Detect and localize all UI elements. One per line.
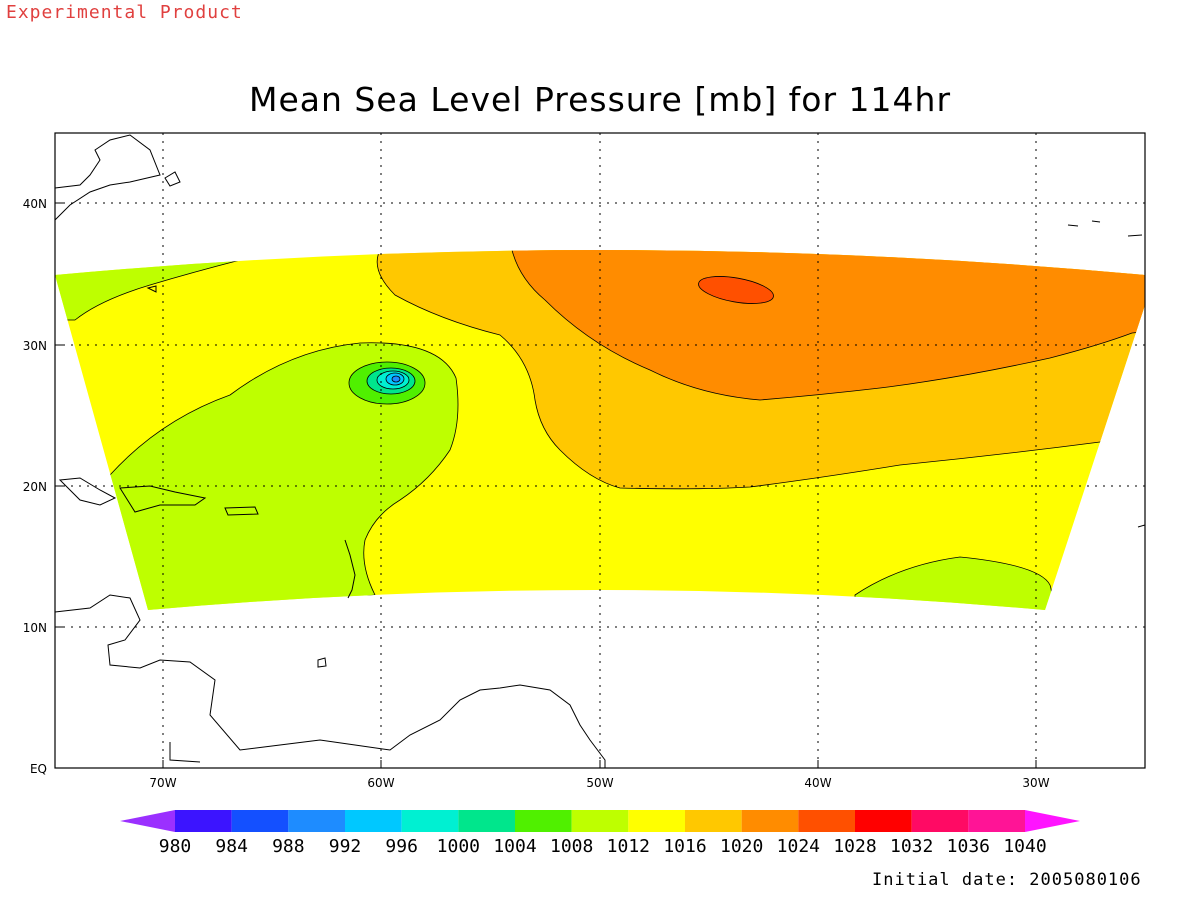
south-america-coast — [54, 594, 606, 768]
colorbar-level-label: 1036 — [947, 836, 990, 857]
colorbar-swatch — [401, 810, 459, 832]
y-tick-label: 10N — [23, 621, 47, 635]
colorbar-level-label: 984 — [215, 836, 248, 857]
colorbar-level-label: 1020 — [720, 836, 763, 857]
colorbar-level-label: 988 — [272, 836, 305, 857]
level-988-992-fill — [391, 375, 401, 383]
colorbar-level-label: 996 — [385, 836, 418, 857]
x-tick-labels: 70W 60W 50W 40W 30W — [149, 776, 1049, 790]
venezuela-inlet — [169, 742, 201, 763]
colorbar: 980 984 988 992 996 1000 1004 1008 1012 1016 1020 1… — [120, 810, 1080, 857]
colorbar-level-label: 1004 — [493, 836, 536, 857]
colorbar-level-label: 1008 — [550, 836, 593, 857]
pressure-field — [55, 250, 1145, 610]
nova-scotia-coast — [164, 171, 181, 187]
gridlines — [55, 133, 1145, 768]
level-1024-1028-fill — [698, 276, 774, 304]
colorbar-level-label: 1024 — [777, 836, 820, 857]
x-tick-label: 40W — [804, 776, 831, 790]
colorbar-swatch — [628, 810, 685, 832]
colorbar-level-label: 1012 — [607, 836, 650, 857]
y-tick-labels: EQ 10N 20N 30N 40N — [23, 197, 47, 776]
colorbar-swatch — [231, 810, 289, 832]
y-tick-label: 40N — [23, 197, 47, 211]
colorbar-level-label: 980 — [159, 836, 192, 857]
level-1020-1024-fill — [509, 250, 1145, 401]
cuba-coast — [58, 477, 117, 506]
y-tick-label: EQ — [30, 762, 47, 776]
colorbar-swatch — [458, 810, 515, 832]
colorbar-swatch — [968, 810, 1025, 832]
coastlines — [54, 134, 606, 768]
colorbar-swatch — [685, 810, 742, 832]
x-tick-label: 50W — [586, 776, 613, 790]
north-america-coast — [54, 134, 161, 221]
axis-ticks — [55, 202, 1037, 768]
colorbar-swatch — [571, 810, 629, 832]
colorbar-right-arrow — [1025, 810, 1080, 832]
colorbar-swatch — [911, 810, 969, 832]
x-tick-label: 60W — [367, 776, 394, 790]
lesser-antilles — [344, 539, 356, 599]
initial-date-label: Initial date: 2005080106 — [872, 870, 1142, 890]
colorbar-swatch — [515, 810, 572, 832]
bermuda — [146, 285, 157, 293]
colorbar-swatch — [345, 810, 402, 832]
colorbar-swatch — [175, 810, 232, 832]
colorbar-level-label: 1032 — [890, 836, 933, 857]
level-1008-1012-west-fill — [109, 342, 459, 610]
colorbar-level-label: 1016 — [663, 836, 706, 857]
small-islands — [1067, 220, 1146, 528]
experimental-product-label: Experimental Product — [6, 2, 243, 23]
hispaniola-coast — [119, 485, 207, 513]
colorbar-swatch — [855, 810, 912, 832]
colorbar-swatch — [741, 810, 799, 832]
y-tick-label: 30N — [23, 339, 47, 353]
colorbar-level-label: 1000 — [437, 836, 480, 857]
x-tick-label: 30W — [1022, 776, 1049, 790]
x-tick-label: 70W — [149, 776, 176, 790]
y-tick-label: 20N — [23, 480, 47, 494]
colorbar-swatch — [288, 810, 345, 832]
colorbar-level-label: 1040 — [1003, 836, 1046, 857]
colorbar-level-label: 992 — [329, 836, 362, 857]
trinidad-coast — [317, 657, 327, 668]
chart-title: Mean Sea Level Pressure [mb] for 114hr — [248, 80, 952, 119]
puerto-rico-coast — [224, 506, 259, 516]
colorbar-level-label: 1028 — [833, 836, 876, 857]
colorbar-swatch — [798, 810, 855, 832]
colorbar-left-arrow — [120, 810, 175, 832]
